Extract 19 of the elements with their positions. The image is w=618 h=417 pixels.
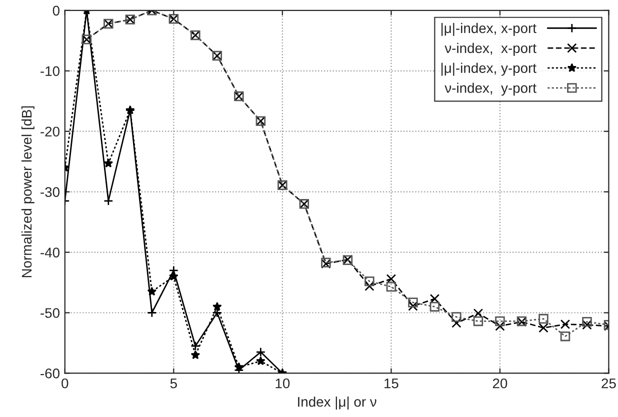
y-tick-label: -40 [40,248,60,258]
legend-label: ν-index, y-port [444,82,536,96]
y-tick-label: -30 [40,187,60,197]
y-axis-title: Normalized power level [dB] [21,106,34,278]
x-tick-label: 5 [170,378,177,388]
y-tick-label: -20 [40,126,60,137]
x-tick-label: 15 [384,378,398,388]
x-tick-label: 10 [276,378,290,388]
legend-label: |μ|-index, y-port [441,62,536,76]
legend-label: |μ|-index, x-port [441,22,536,36]
x-tick-label: 0 [62,378,68,388]
x-tick-label: 25 [602,378,616,388]
y-tick-label: -10 [40,66,60,76]
y-tick-label: -60 [40,368,60,378]
y-tick-label: -50 [40,308,60,318]
y-tick-label: 0 [52,6,60,16]
x-axis-title: Index |μ| or ν [298,396,376,410]
x-tick-label: 20 [492,378,508,388]
legend-label: ν-index, x-port [444,42,536,56]
